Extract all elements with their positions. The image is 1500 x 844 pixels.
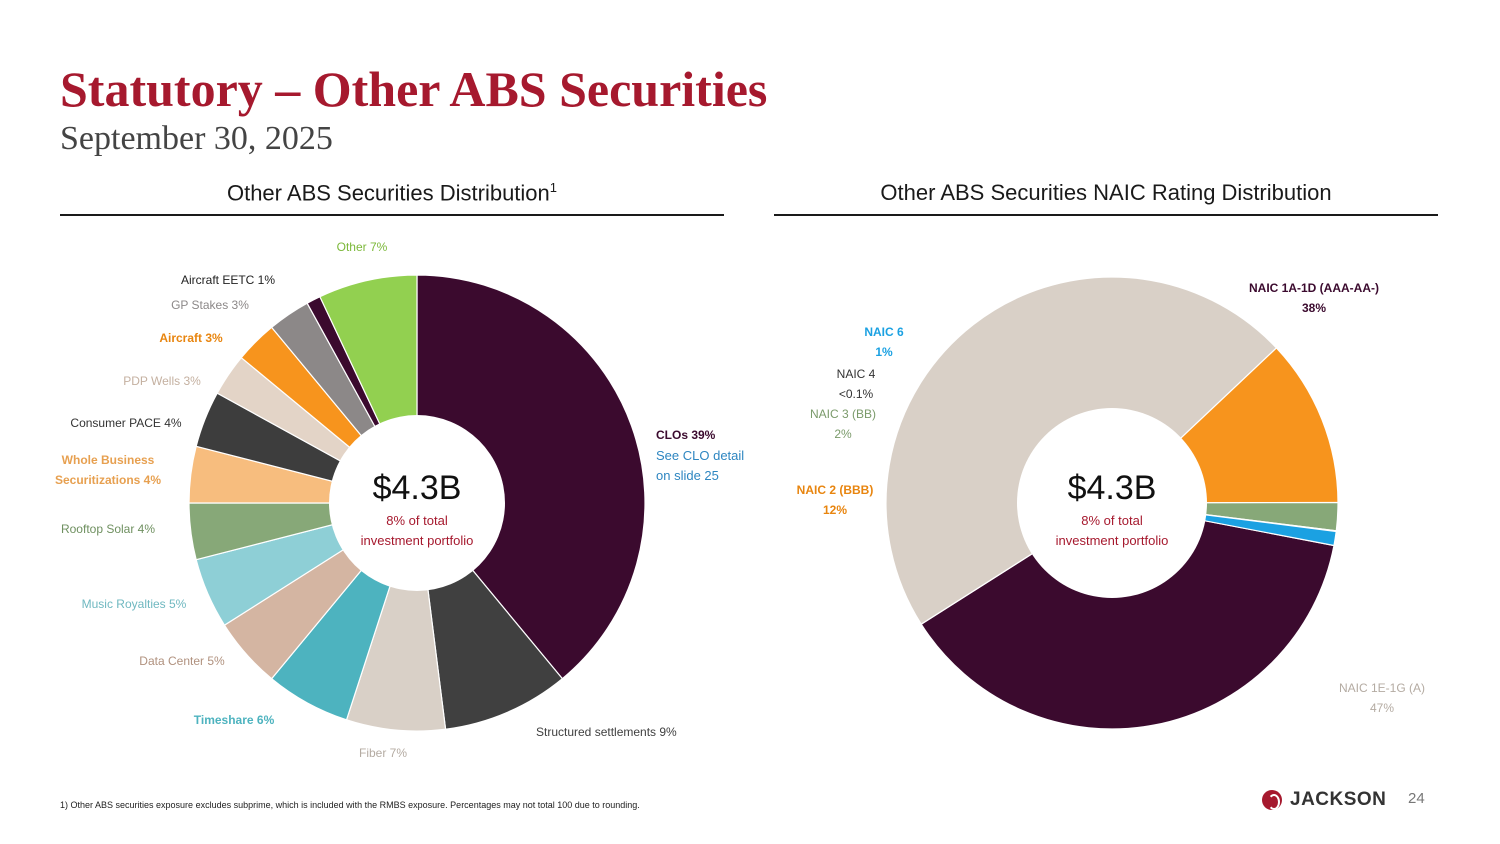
right-pct-naic-4: <0.1% — [839, 387, 874, 401]
logo-text: JACKSON — [1290, 789, 1387, 810]
left-label-clos-39: CLOs 39% — [656, 428, 716, 442]
right-slice-naic-1a-1d-aaa-aa — [920, 502, 1335, 730]
right-pct-naic-2-bbb: 12% — [823, 503, 847, 517]
right-section-rule — [774, 214, 1438, 216]
right-center-caption-1: 8% of total — [1081, 513, 1143, 528]
left-center-value: $4.3B — [373, 469, 462, 507]
page-number: 24 — [1408, 790, 1425, 807]
left-label-consumer-pace-4: Consumer PACE 4% — [70, 416, 181, 430]
left-section-heading-footnote: 1 — [549, 180, 558, 195]
right-pct-naic-1e-1g-a: 47% — [1370, 701, 1394, 715]
left-center-caption-1: 8% of total — [386, 513, 448, 528]
left-label-structured-settlements-9: Structured settlements 9% — [536, 725, 677, 739]
left-slice-clos-39 — [416, 274, 646, 680]
right-label-naic-6: NAIC 6 — [864, 325, 904, 339]
left-section-heading-text: Other ABS Securities Distribution — [226, 180, 550, 206]
left-label-gp-stakes-3: GP Stakes 3% — [171, 298, 249, 312]
left-center-caption-2: investment portfolio — [361, 533, 474, 548]
footnote: 1) Other ABS securities exposure exclude… — [60, 800, 640, 810]
left-label-rooftop-solar-4: Rooftop Solar 4% — [61, 522, 155, 536]
clo-note-line2: on slide 25 — [656, 468, 719, 483]
left-label-whole-business-securitizations-4-line2: Securitizations 4% — [55, 473, 161, 487]
jackson-logo: JACKSON — [1262, 789, 1386, 811]
left-label-timeshare-6: Timeshare 6% — [194, 713, 275, 727]
right-section-heading: Other ABS Securities NAIC Rating Distrib… — [880, 180, 1332, 205]
left-label-fiber-7: Fiber 7% — [359, 746, 407, 760]
right-label-naic-3-bb: NAIC 3 (BB) — [810, 407, 876, 421]
right-center-caption-2: investment portfolio — [1056, 533, 1169, 548]
left-donut-hole — [329, 415, 505, 591]
page-title: Statutory – Other ABS Securities — [60, 61, 768, 117]
left-label-music-royalties-5: Music Royalties 5% — [82, 597, 187, 611]
left-label-pdp-wells-3: PDP Wells 3% — [123, 374, 201, 388]
left-label-other-7: Other 7% — [337, 240, 388, 254]
right-label-naic-2-bbb: NAIC 2 (BBB) — [797, 483, 874, 497]
right-pct-naic-6: 1% — [875, 345, 893, 359]
clo-note-line1: See CLO detail — [656, 448, 744, 463]
right-label-naic-1e-1g-a: NAIC 1E-1G (A) — [1339, 681, 1425, 695]
right-donut-hole — [1017, 408, 1207, 598]
left-label-aircraft-3: Aircraft 3% — [159, 331, 223, 345]
right-center-value: $4.3B — [1068, 469, 1157, 507]
right-label-naic-4: NAIC 4 — [837, 367, 876, 381]
left-label-data-center-5: Data Center 5% — [139, 654, 225, 668]
left-label-whole-business-securitizations-4-line1: Whole Business — [62, 453, 155, 467]
right-pct-naic-1a-1d-aaa-aa: 38% — [1302, 301, 1326, 315]
left-section-heading: Other ABS Securities Distribution1 — [60, 180, 724, 206]
right-label-naic-1a-1d-aaa-aa: NAIC 1A-1D (AAA-AA-) — [1249, 281, 1379, 295]
jackson-logo-icon — [1262, 790, 1282, 810]
right-pct-naic-3-bb: 2% — [834, 427, 852, 441]
left-section-rule — [60, 214, 724, 216]
page-subtitle: September 30, 2025 — [60, 120, 333, 157]
left-label-aircraft-eetc-1: Aircraft EETC 1% — [181, 273, 275, 287]
